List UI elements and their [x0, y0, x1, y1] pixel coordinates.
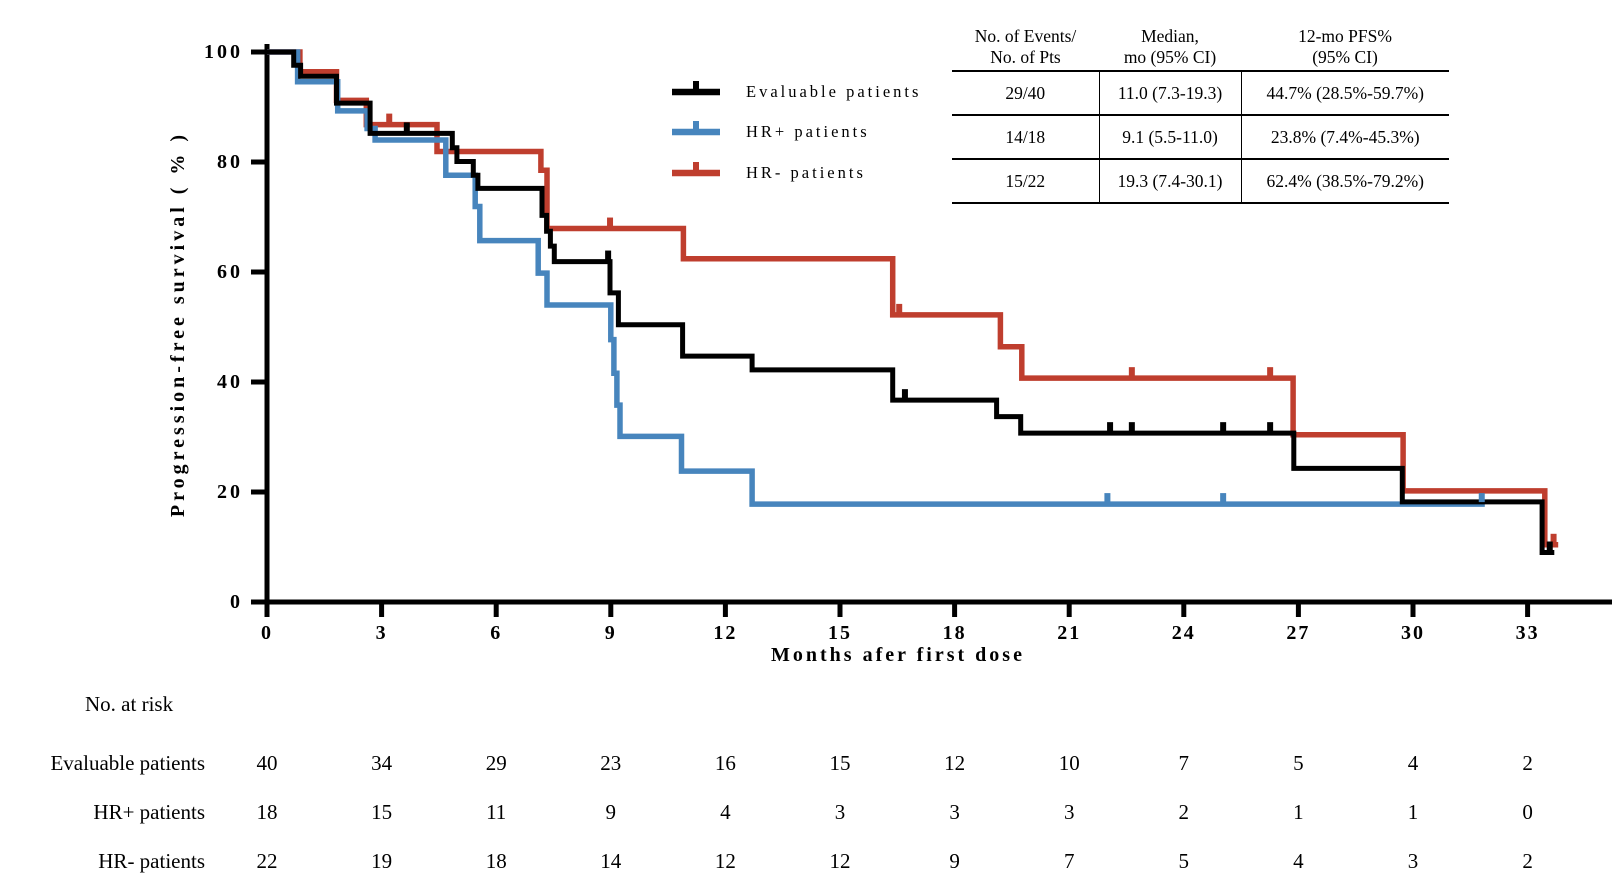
risk-value: 12	[944, 751, 966, 775]
y-tick-label: 40	[217, 371, 243, 393]
risk-value: 16	[714, 751, 736, 775]
risk-value: 10	[1058, 751, 1080, 775]
risk-value: 40	[256, 751, 278, 775]
risk-value: 23	[600, 751, 622, 775]
y-tick-label: 60	[217, 261, 243, 283]
risk-value: 4	[1293, 849, 1304, 873]
risk-value: 5	[1293, 751, 1304, 775]
stats-header-median-line2: mo (95% CI)	[1123, 47, 1217, 67]
series-curve-hr--patients	[267, 49, 1559, 548]
x-tick-label: 27	[1286, 622, 1311, 644]
risk-table-title: No. at risk	[85, 692, 174, 716]
risk-value: 9	[949, 849, 960, 873]
y-tick-label: 80	[217, 151, 243, 173]
stats-header-pfs-line1: 12-mo PFS%	[1298, 26, 1392, 46]
y-tick-label: 20	[217, 481, 243, 503]
risk-value: 12	[829, 849, 851, 873]
risk-value: 9	[605, 800, 617, 824]
stats-cell: 23.8% (7.4%-45.3%)	[1240, 115, 1449, 160]
x-tick-label: 3	[375, 622, 388, 644]
y-tick-label: 0	[230, 591, 243, 613]
legend-label-hr-minus-patients: HR- patients	[746, 163, 866, 182]
risk-value: 19	[371, 849, 393, 873]
risk-value: 3	[1063, 800, 1075, 824]
risk-value: 2	[1522, 751, 1533, 775]
x-tick-label: 15	[828, 622, 852, 644]
legend-label-hr-plus-patients: HR+ patients	[746, 122, 870, 141]
risk-value: 14	[600, 849, 622, 873]
stats-header-pfs-line2: (95% CI)	[1312, 47, 1378, 67]
stats-cell: 19.3 (7.4-30.1)	[1098, 159, 1241, 204]
risk-value: 1	[1407, 800, 1419, 824]
risk-value: 3	[1407, 849, 1419, 873]
risk-value: 12	[714, 849, 736, 873]
x-tick-label: 12	[713, 622, 738, 644]
x-tick-label: 24	[1171, 622, 1196, 644]
stats-header-pfs: 12-mo PFS% (95% CI)	[1241, 26, 1449, 72]
stats-header-events-line1: No. of Events/	[974, 26, 1077, 46]
risk-row-label: Evaluable patients	[50, 751, 205, 775]
risk-value: 11	[486, 800, 507, 824]
stats-header-row: No. of Events/ No. of Pts Median, mo (95…	[952, 26, 1449, 72]
risk-value: 4	[720, 800, 731, 824]
stats-header-events-line2: No. of Pts	[990, 47, 1061, 67]
stats-cell: 62.4% (38.5%-79.2%)	[1240, 159, 1449, 204]
risk-value: 0	[1522, 800, 1533, 824]
stats-cell: 29/40	[952, 71, 1099, 116]
risk-value: 2	[1522, 849, 1533, 873]
x-tick-label: 6	[490, 622, 503, 644]
risk-value: 5	[1178, 849, 1190, 873]
y-axis-title: Progression-free survival ( % )	[167, 130, 189, 518]
risk-value: 7	[1178, 751, 1190, 775]
series-curve-evaluable-patients	[267, 49, 1555, 555]
risk-row-label: HR+ patients	[93, 800, 205, 824]
risk-value: 4	[1407, 751, 1419, 775]
risk-value: 18	[256, 800, 278, 824]
stats-cell: 15/22	[952, 159, 1099, 204]
x-tick-label: 18	[942, 622, 967, 644]
x-tick-label: 21	[1057, 622, 1082, 644]
stats-table: No. of Events/ No. of Pts Median, mo (95…	[952, 26, 1449, 204]
stats-row: 15/22 19.3 (7.4-30.1) 62.4% (38.5%-79.2%)	[952, 159, 1449, 204]
risk-value: 1	[1293, 800, 1304, 824]
stats-row: 14/18 9.1 (5.5-11.0) 23.8% (7.4%-45.3%)	[952, 115, 1449, 160]
risk-value: 22	[256, 849, 278, 873]
risk-value: 3	[834, 800, 846, 824]
series-curve-hr+-patients	[267, 49, 1485, 507]
x-tick-label: 33	[1515, 622, 1540, 644]
stats-header-median: Median, mo (95% CI)	[1099, 26, 1241, 72]
risk-value: 7	[1063, 849, 1075, 873]
risk-value: 29	[485, 751, 507, 775]
x-tick-label: 0	[261, 622, 273, 644]
stats-cell: 14/18	[952, 115, 1099, 160]
stats-cell: 11.0 (7.3-19.3)	[1098, 71, 1241, 116]
x-axis-title: Months afer first dose	[771, 644, 1025, 666]
stats-header-events: No. of Events/ No. of Pts	[952, 26, 1099, 72]
x-tick-label: 9	[604, 622, 617, 644]
risk-value: 2	[1178, 800, 1190, 824]
stats-header-median-line1: Median,	[1141, 26, 1199, 46]
stats-cell: 44.7% (28.5%-59.7%)	[1240, 71, 1449, 116]
risk-value: 15	[371, 800, 393, 824]
stats-row: 29/40 11.0 (7.3-19.3) 44.7% (28.5%-59.7%)	[952, 71, 1449, 116]
risk-value: 3	[949, 800, 960, 824]
y-tick-label: 100	[204, 41, 243, 63]
risk-row-label: HR- patients	[98, 849, 205, 873]
x-tick-label: 30	[1401, 622, 1425, 644]
stats-cell: 9.1 (5.5-11.0)	[1098, 115, 1241, 160]
risk-value: 18	[485, 849, 507, 873]
legend-label-evaluable-patients: Evaluable patients	[746, 82, 922, 101]
risk-value: 15	[829, 751, 851, 775]
risk-value: 34	[371, 751, 393, 775]
